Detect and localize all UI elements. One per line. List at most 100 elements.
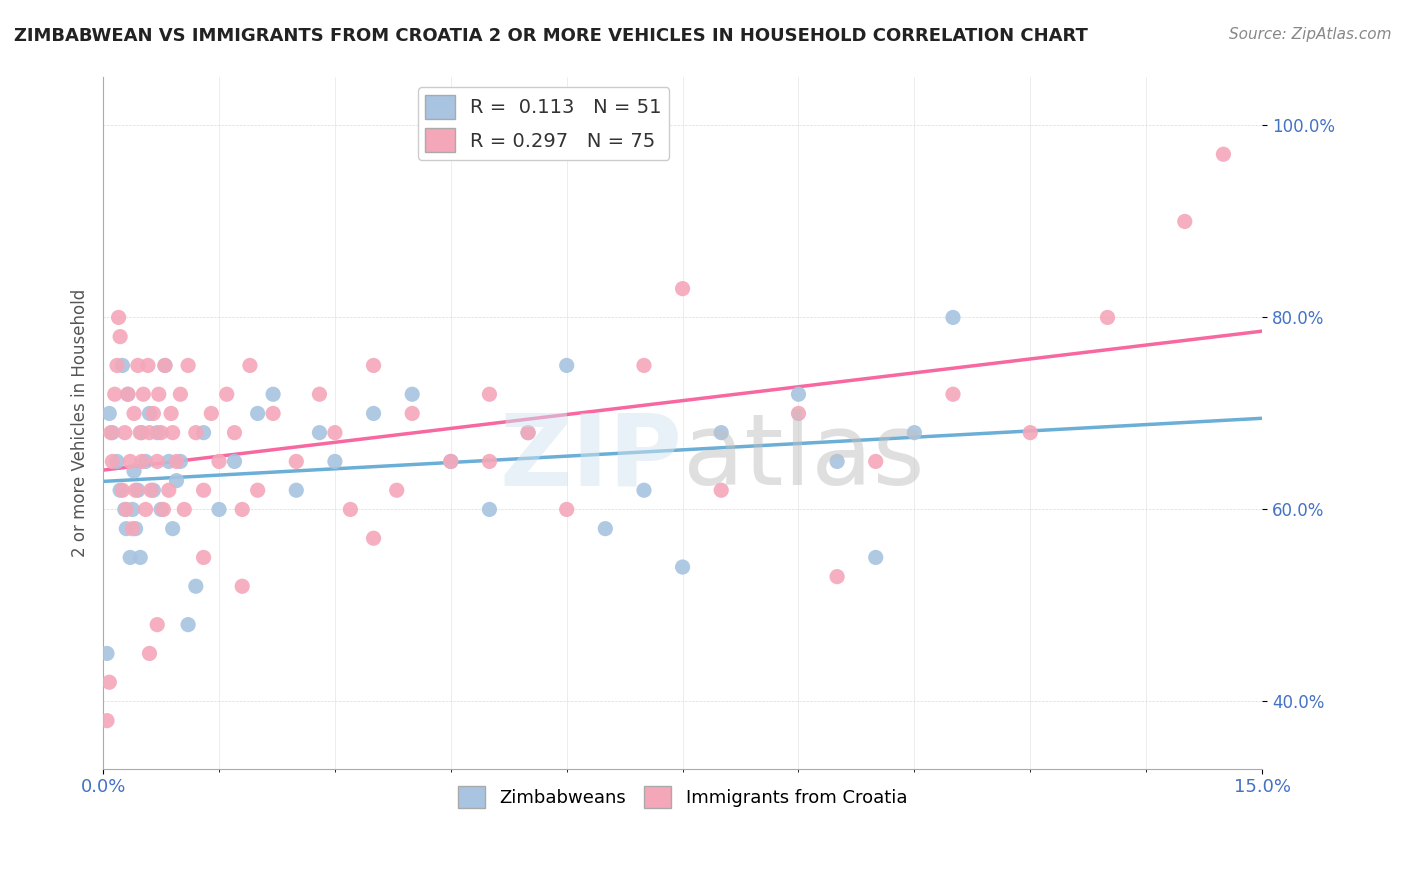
Point [478, 454, 501, 468]
Point [96, 647, 118, 661]
Point [111, 359, 134, 373]
Point [363, 359, 385, 373]
Point [231, 579, 253, 593]
Point [671, 282, 693, 296]
Point [942, 387, 965, 401]
Point [101, 454, 124, 468]
Point [440, 454, 463, 468]
Point [124, 483, 146, 498]
Point [108, 483, 131, 498]
Point [146, 454, 169, 468]
Point [633, 359, 655, 373]
Point [385, 483, 408, 498]
Point [308, 425, 330, 440]
Point [825, 569, 848, 583]
Point [200, 406, 222, 420]
Point [142, 483, 165, 498]
Point [262, 406, 284, 420]
Point [285, 483, 308, 498]
Text: atlas: atlas [682, 409, 924, 506]
Point [323, 454, 346, 468]
Point [129, 550, 152, 565]
Point [138, 425, 160, 440]
Point [177, 359, 200, 373]
Point [127, 483, 149, 498]
Point [193, 425, 215, 440]
Point [323, 425, 346, 440]
Point [787, 406, 810, 420]
Point [865, 454, 887, 468]
Point [1019, 425, 1042, 440]
Point [138, 647, 160, 661]
Point [96, 714, 118, 728]
Point [363, 531, 385, 545]
Point [107, 310, 129, 325]
Point [104, 387, 127, 401]
Point [150, 502, 173, 516]
Point [517, 425, 540, 440]
Y-axis label: 2 or more Vehicles in Household: 2 or more Vehicles in Household [72, 289, 89, 558]
Point [114, 502, 136, 516]
Point [231, 502, 253, 516]
Point [942, 310, 965, 325]
Point [401, 406, 423, 420]
Point [146, 425, 169, 440]
Point [131, 425, 153, 440]
Point [1174, 214, 1197, 228]
Point [135, 502, 157, 516]
Point [132, 387, 155, 401]
Point [865, 550, 887, 565]
Point [193, 550, 215, 565]
Point [184, 425, 207, 440]
Point [117, 387, 139, 401]
Point [440, 454, 463, 468]
Point [117, 387, 139, 401]
Point [98, 406, 121, 420]
Point [148, 387, 170, 401]
Point [122, 464, 145, 478]
Text: ZIMBABWEAN VS IMMIGRANTS FROM CROATIA 2 OR MORE VEHICLES IN HOUSEHOLD CORRELATIO: ZIMBABWEAN VS IMMIGRANTS FROM CROATIA 2 … [14, 27, 1088, 45]
Point [166, 454, 188, 468]
Point [122, 406, 145, 420]
Point [100, 425, 122, 440]
Point [162, 522, 184, 536]
Point [710, 483, 733, 498]
Point [157, 483, 180, 498]
Point [150, 425, 173, 440]
Point [825, 454, 848, 468]
Point [478, 387, 501, 401]
Point [105, 359, 128, 373]
Point [339, 502, 361, 516]
Point [166, 474, 188, 488]
Point [401, 387, 423, 401]
Point [208, 502, 231, 516]
Point [120, 454, 142, 468]
Point [246, 483, 269, 498]
Point [787, 387, 810, 401]
Point [184, 579, 207, 593]
Point [169, 387, 191, 401]
Point [633, 483, 655, 498]
Point [262, 387, 284, 401]
Point [595, 522, 617, 536]
Point [1097, 310, 1119, 325]
Point [131, 454, 153, 468]
Point [160, 406, 183, 420]
Point [111, 483, 134, 498]
Point [139, 483, 162, 498]
Point [157, 454, 180, 468]
Point [1212, 147, 1234, 161]
Point [142, 406, 165, 420]
Point [121, 522, 143, 536]
Point [138, 406, 160, 420]
Point [169, 454, 191, 468]
Point [162, 425, 184, 440]
Point [120, 550, 142, 565]
Point [127, 359, 149, 373]
Text: ZIP: ZIP [499, 409, 682, 506]
Point [193, 483, 215, 498]
Point [115, 522, 138, 536]
Point [152, 502, 174, 516]
Point [173, 502, 195, 516]
Point [246, 406, 269, 420]
